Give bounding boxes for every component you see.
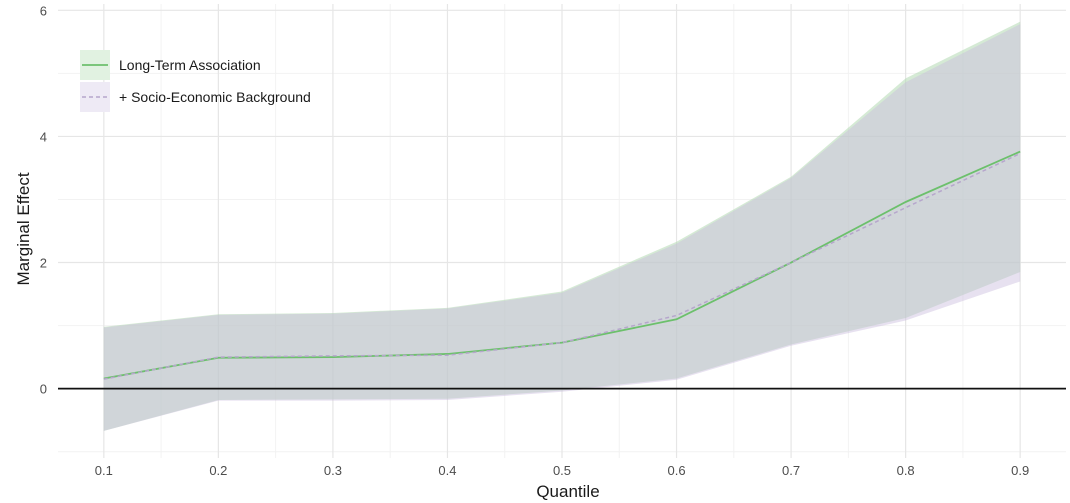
x-tick-label: 0.4	[438, 463, 456, 478]
x-axis-title: Quantile	[536, 482, 599, 501]
y-tick-label: 6	[40, 3, 47, 18]
y-axis-title: Marginal Effect	[14, 172, 33, 285]
confidence-band-1	[103, 21, 1021, 431]
x-tick-label: 0.2	[209, 463, 227, 478]
y-tick-label: 4	[40, 129, 47, 144]
legend-label-2: + Socio-Economic Background	[119, 89, 311, 105]
x-tick-label: 0.8	[897, 463, 915, 478]
y-axis-ticks: 0 2 4 6	[40, 3, 47, 396]
legend-label-1: Long-Term Association	[119, 57, 261, 73]
x-tick-label: 0.6	[668, 463, 686, 478]
series-line-1	[103, 150, 1021, 380]
x-tick-label: 0.5	[553, 463, 571, 478]
legend: Long-Term Association + Socio-Economic Ba…	[80, 50, 311, 112]
x-axis-ticks: 0.1 0.2 0.3 0.4 0.5 0.6 0.7 0.8 0.9	[95, 463, 1029, 478]
y-tick-label: 2	[40, 256, 47, 271]
confidence-bands	[103, 21, 1021, 431]
series-lines	[103, 150, 1021, 380]
series-line-2	[103, 152, 1021, 380]
confidence-band-2	[103, 24, 1021, 431]
x-tick-label: 0.9	[1011, 463, 1029, 478]
x-tick-label: 0.1	[95, 463, 113, 478]
x-tick-label: 0.3	[324, 463, 342, 478]
x-tick-label: 0.7	[782, 463, 800, 478]
y-tick-label: 0	[40, 382, 47, 397]
